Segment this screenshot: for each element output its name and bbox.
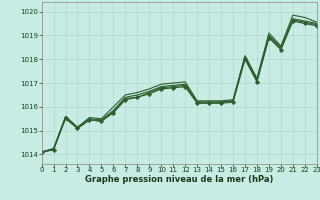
X-axis label: Graphe pression niveau de la mer (hPa): Graphe pression niveau de la mer (hPa) [85,175,273,184]
